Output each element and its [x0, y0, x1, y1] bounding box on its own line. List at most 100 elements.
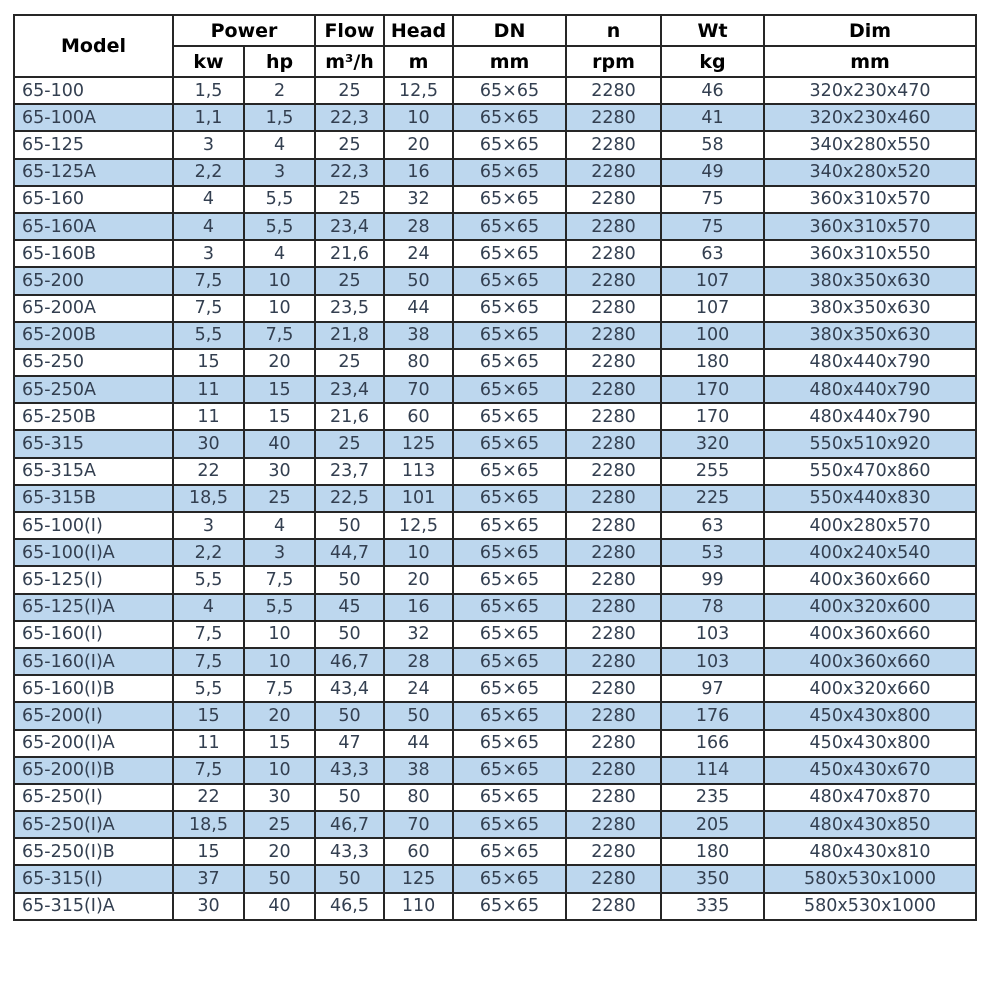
cell-dim: 380x350x630 [763, 266, 978, 296]
cell-wt: 176 [660, 701, 766, 731]
header-head: Head [383, 14, 455, 47]
cell-model: 65-160(I)A [13, 646, 174, 677]
table-row: 65-160(I) 7,5 10 50 32 65×65 2280 103 400x360x66… [13, 619, 978, 649]
cell-wt: 320 [660, 429, 766, 459]
cell-head: 32 [383, 619, 455, 649]
cell-dn: 65×65 [452, 755, 568, 785]
cell-n: 2280 [565, 891, 663, 921]
table-row: 65-200(I)B 7,5 10 43,3 38 65×65 2280 114 450x430… [13, 755, 978, 785]
cell-kw: 22 [172, 782, 245, 813]
cell-hp: 3 [242, 157, 317, 187]
cell-model: 65-160B [13, 239, 174, 269]
header-row-1: Model Power Flow Head DN n Wt Dim [13, 14, 978, 78]
cell-dim: 580x530x1000 [763, 891, 978, 921]
table-row: 65-200(I) 15 20 50 50 65×65 2280 176 450x430x800 [13, 701, 978, 731]
cell-flow: 23,4 [314, 375, 386, 405]
cell-dn: 65×65 [452, 157, 568, 187]
cell-kw: 15 [172, 701, 245, 731]
header-power: Power [171, 14, 317, 47]
cell-kw: 7,5 [172, 293, 245, 323]
cell-wt: 46 [660, 75, 766, 106]
cell-hp: 7,5 [242, 565, 317, 595]
cell-model: 65-250(I) [13, 782, 174, 813]
cell-head: 44 [383, 728, 455, 758]
cell-flow: 44,7 [314, 538, 386, 568]
cell-dn: 65×65 [452, 646, 568, 677]
cell-wt: 180 [660, 837, 766, 867]
cell-flow: 22,3 [314, 157, 386, 187]
cell-dim: 550x510x920 [763, 429, 978, 459]
cell-dn: 65×65 [452, 483, 568, 514]
cell-flow: 43,3 [314, 837, 386, 867]
cell-flow: 22,3 [314, 103, 386, 133]
cell-dim: 480x440x790 [763, 347, 978, 378]
cell-head: 32 [383, 184, 455, 214]
header-model: Model [13, 14, 174, 78]
cell-kw: 30 [172, 429, 245, 459]
cell-wt: 99 [660, 565, 766, 595]
cell-kw: 30 [172, 891, 245, 921]
cell-kw: 18,5 [172, 810, 245, 840]
cell-flow: 23,7 [314, 456, 386, 486]
cell-hp: 20 [242, 701, 317, 731]
table-row: 65-160(I)B 5,5 7,5 43,4 24 65×65 2280 97 400x320… [13, 674, 978, 704]
cell-model: 65-125(I) [13, 565, 174, 595]
table-row: 65-100(I) 3 4 50 12,5 65×65 2280 63 400x280x570 [13, 510, 978, 541]
cell-kw: 4 [172, 211, 245, 242]
cell-wt: 350 [660, 864, 766, 894]
cell-dim: 480x440x790 [763, 375, 978, 405]
cell-n: 2280 [565, 184, 663, 214]
cell-head: 70 [383, 375, 455, 405]
table-row: 65-315 30 40 25 125 65×65 2280 320 550x510x920 [13, 429, 978, 459]
table-row: 65-315A 22 30 23,7 113 65×65 2280 255 550x470x86… [13, 456, 978, 486]
cell-kw: 4 [172, 184, 245, 214]
cell-hp: 25 [242, 483, 317, 514]
cell-kw: 7,5 [172, 646, 245, 677]
cell-wt: 170 [660, 402, 766, 432]
cell-flow: 46,7 [314, 810, 386, 840]
cell-hp: 10 [242, 619, 317, 649]
cell-dn: 65×65 [452, 211, 568, 242]
cell-model: 65-200(I)B [13, 755, 174, 785]
cell-dn: 65×65 [452, 239, 568, 269]
cell-wt: 170 [660, 375, 766, 405]
cell-hp: 4 [242, 130, 317, 160]
cell-kw: 5,5 [172, 320, 245, 350]
header-dim: Dim [763, 14, 978, 47]
cell-dn: 65×65 [452, 701, 568, 731]
cell-n: 2280 [565, 402, 663, 432]
cell-hp: 2 [242, 75, 317, 106]
cell-dim: 400x360x660 [763, 646, 978, 677]
table-row: 65-160 4 5,5 25 32 65×65 2280 75 360x310x570 [13, 184, 978, 214]
cell-head: 38 [383, 320, 455, 350]
cell-head: 44 [383, 293, 455, 323]
table-row: 65-100 1,5 2 25 12,5 65×65 2280 46 320x230x470 [13, 75, 978, 106]
table-row: 65-250A 11 15 23,4 70 65×65 2280 170 480x440x790 [13, 375, 978, 405]
cell-model: 65-200A [13, 293, 174, 323]
cell-flow: 23,5 [314, 293, 386, 323]
table-row: 65-100(I)A 2,2 3 44,7 10 65×65 2280 53 400x240x5… [13, 538, 978, 568]
header-dn: DN [452, 14, 568, 47]
cell-hp: 40 [242, 891, 317, 921]
cell-dn: 65×65 [452, 674, 568, 704]
cell-hp: 30 [242, 456, 317, 486]
cell-model: 65-100(I)A [13, 538, 174, 568]
cell-head: 16 [383, 592, 455, 622]
cell-dim: 400x360x660 [763, 619, 978, 649]
cell-model: 65-160A [13, 211, 174, 242]
cell-dn: 65×65 [452, 375, 568, 405]
cell-head: 28 [383, 646, 455, 677]
cell-kw: 37 [172, 864, 245, 894]
cell-n: 2280 [565, 510, 663, 541]
cell-dim: 480x430x850 [763, 810, 978, 840]
cell-head: 10 [383, 538, 455, 568]
cell-dim: 340x280x520 [763, 157, 978, 187]
cell-head: 20 [383, 565, 455, 595]
cell-kw: 1,5 [172, 75, 245, 106]
cell-flow: 45 [314, 592, 386, 622]
cell-flow: 25 [314, 130, 386, 160]
table-row: 65-200 7,5 10 25 50 65×65 2280 107 380x350x630 [13, 266, 978, 296]
table-row: 65-250 15 20 25 80 65×65 2280 180 480x440x790 [13, 347, 978, 378]
table-row: 65-160A 4 5,5 23,4 28 65×65 2280 75 360x310x570 [13, 211, 978, 242]
